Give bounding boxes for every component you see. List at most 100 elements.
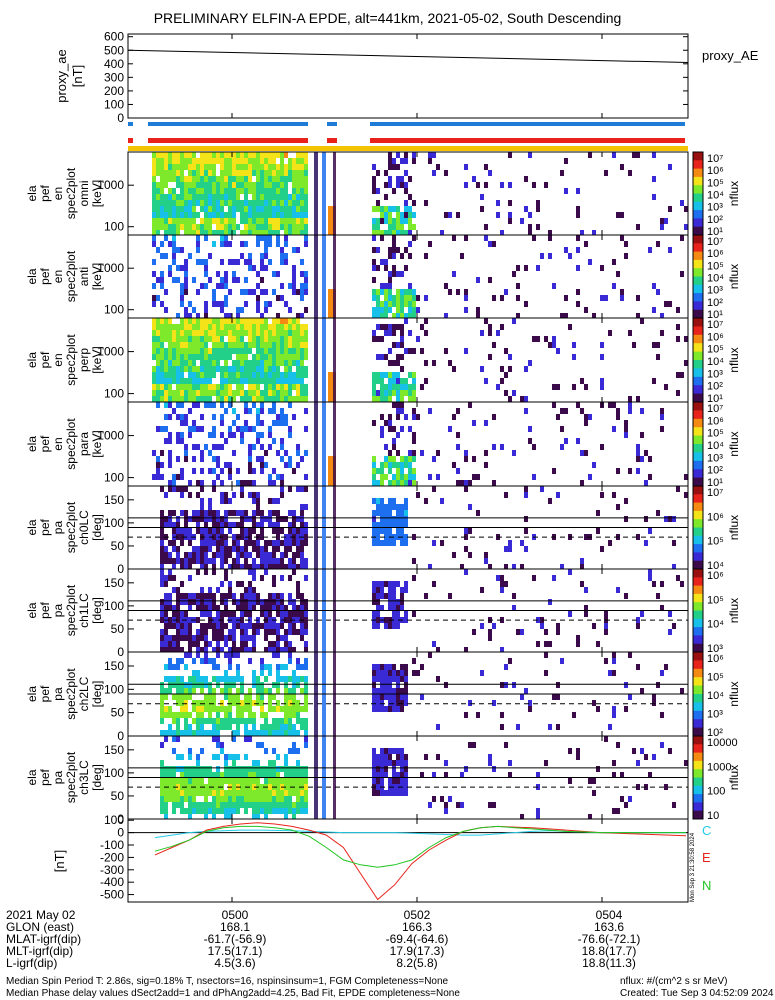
spectrogram-cell	[216, 176, 220, 182]
spectrogram-cell	[208, 682, 212, 688]
spectrogram-cell	[292, 318, 296, 324]
spectrogram-cell	[292, 212, 296, 218]
spectrogram-cell	[192, 206, 196, 212]
spectrogram-cell	[164, 396, 168, 402]
spectrogram-cell	[260, 366, 264, 372]
spectrogram-cell	[212, 629, 216, 635]
spectrogram-cell	[224, 599, 228, 605]
spectrogram-cell	[284, 360, 288, 366]
spectrogram-cell	[268, 188, 272, 194]
spectrogram-cell	[584, 450, 588, 456]
spectrogram-cell	[400, 336, 404, 342]
spectrogram-cell	[268, 605, 272, 611]
spectrogram-cell	[208, 516, 212, 522]
spectrogram-cell	[268, 396, 272, 402]
spectrogram-cell	[216, 384, 220, 390]
spectrogram-cell	[296, 318, 300, 324]
spectrogram-cell	[664, 516, 668, 522]
spectrogram-cell	[256, 420, 260, 426]
spectrogram-cell	[212, 486, 216, 492]
spectrogram-cell	[264, 778, 268, 784]
spectrogram-cell	[424, 754, 428, 760]
spectrogram-cell	[192, 641, 196, 647]
spectrogram-cell	[204, 301, 208, 307]
spectrogram-cell	[184, 384, 188, 390]
colorbar-segment	[693, 218, 703, 228]
spectrogram-cell	[376, 468, 380, 474]
spectrogram-cell	[396, 384, 400, 390]
spectrogram-cell	[512, 605, 516, 611]
spectrogram-cell	[420, 450, 424, 456]
spectrogram-cell	[584, 605, 588, 611]
spectrogram-cell	[288, 402, 292, 408]
spectrogram-cell	[248, 766, 252, 772]
spectrogram-cell	[256, 212, 260, 218]
spectrogram-cell	[380, 283, 384, 289]
spectrogram-cell	[392, 498, 396, 504]
spectrogram-cell	[380, 581, 384, 587]
spectrogram-cell	[288, 390, 292, 396]
spectrogram-cell	[196, 164, 200, 170]
spectrogram-cell	[568, 324, 572, 330]
spectrogram-cell	[164, 778, 168, 784]
spectrogram-cell	[656, 510, 660, 516]
spectrogram-cell	[300, 295, 304, 301]
spectrogram-cell	[376, 670, 380, 676]
spectrogram-cell	[248, 564, 252, 570]
spectrogram-cell	[668, 611, 672, 617]
spectrogram-cell	[376, 289, 380, 295]
spectrogram-cell	[200, 283, 204, 289]
spectrogram-cell	[244, 396, 248, 402]
spectrogram-cell	[392, 700, 396, 706]
spectrogram-cell	[296, 289, 300, 295]
spectrogram-cell	[200, 230, 204, 236]
spectrogram-cell	[576, 635, 580, 641]
spectrogram-cell	[184, 265, 188, 271]
spectrogram-cell	[216, 682, 220, 688]
spectrogram-cell	[196, 426, 200, 432]
spectrogram-cell	[288, 307, 292, 313]
spectrogram-cell	[224, 384, 228, 390]
spectrogram-cell	[256, 330, 260, 336]
spectrogram-spec_anti	[127, 234, 704, 319]
spectrogram-cell	[248, 540, 252, 546]
spectrogram-cell	[180, 301, 184, 307]
spectrogram-cell	[244, 182, 248, 188]
spectrogram-cell	[220, 378, 224, 384]
spectrogram-cell	[200, 188, 204, 194]
spectrogram-cell	[284, 712, 288, 718]
spectrogram-cell	[220, 206, 224, 212]
spectrogram-cell	[444, 283, 448, 289]
spectrogram-cell	[472, 456, 476, 462]
spectrogram-ylabel: en	[51, 187, 65, 200]
spectrogram-cell	[248, 330, 252, 336]
spectrogram-cell	[328, 384, 332, 390]
spectrogram-cell	[384, 504, 388, 510]
spectrogram-cell	[260, 706, 264, 712]
spectrogram-cell	[168, 522, 172, 528]
spectrogram-cell	[252, 510, 256, 516]
spectrogram-cell	[668, 206, 672, 212]
colorbar-label: nflux	[727, 681, 741, 706]
spectrogram-cell	[236, 724, 240, 730]
spectrogram-cell	[412, 313, 416, 319]
spectrogram-cell	[272, 802, 276, 808]
spectrogram-cell	[160, 629, 164, 635]
spectrogram-cell	[584, 534, 588, 540]
spectrogram-cell	[292, 265, 296, 271]
spectrogram-cell	[600, 342, 604, 348]
spectrogram-cell	[280, 540, 284, 546]
spectrogram-strip	[333, 235, 336, 318]
spectrogram-cell	[160, 546, 164, 552]
colorbar-segment	[693, 760, 703, 770]
spectrogram-cell	[292, 558, 296, 564]
spectrogram-cell	[228, 718, 232, 724]
spectrogram-cell	[228, 808, 232, 814]
colorbar-tick-label: 10⁶	[707, 165, 724, 177]
spectrogram-cell	[216, 706, 220, 712]
spectrogram-cell	[196, 778, 200, 784]
spectrogram-cell	[304, 230, 308, 236]
spectrogram-cell	[300, 605, 304, 611]
spectrogram-cell	[544, 336, 548, 342]
spectrogram-cell	[160, 534, 164, 540]
